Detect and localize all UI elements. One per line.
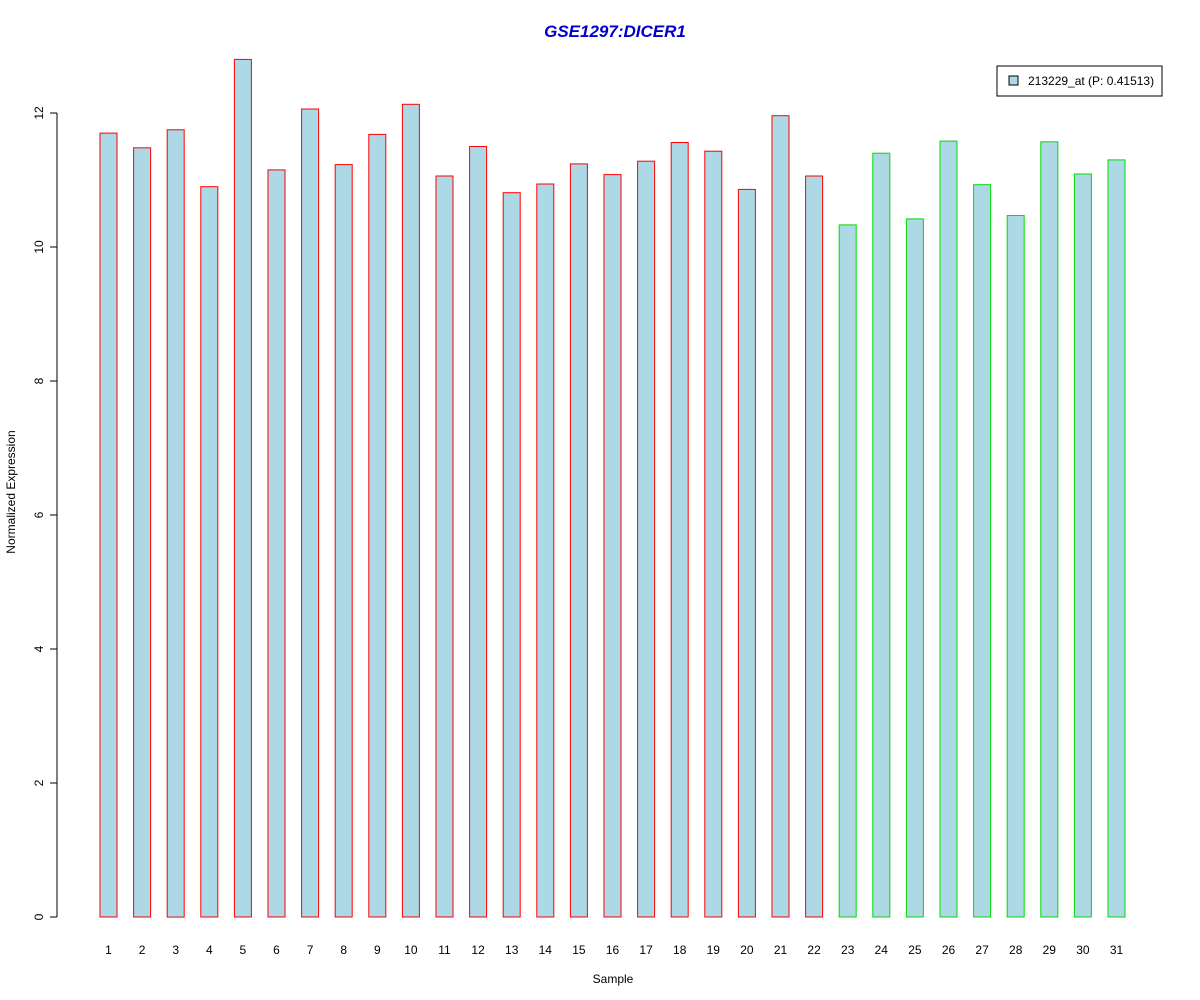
y-tick-label: 0 [32,913,46,920]
x-tick-label: 3 [172,943,179,957]
y-axis-label: Normalized Expression [4,430,18,553]
bar-sample-16 [603,174,622,918]
x-tick-label: 22 [807,943,821,957]
bar-sample-25 [905,218,924,918]
x-tick-label: 4 [206,943,213,957]
bar-sample-20 [737,188,756,918]
x-tick-label: 2 [139,943,146,957]
y-tick-label: 2 [32,779,46,786]
x-tick-label: 19 [707,943,721,957]
y-axis: 0 2 4 6 8 10 12 [32,106,58,920]
bar-sample-22 [805,175,824,918]
legend-entry-label: 213229_at (P: 0.41513) [1028,74,1154,88]
x-tick-label: 5 [240,943,247,957]
bar-sample-27 [973,184,992,918]
bar-sample-13 [502,192,521,918]
bar-sample-26 [939,140,958,918]
bar-sample-15 [569,163,588,918]
bar-sample-17 [637,160,656,918]
bar-sample-12 [469,146,488,918]
x-tick-label: 30 [1076,943,1090,957]
bar-sample-24 [872,152,891,918]
x-tick-label: 15 [572,943,586,957]
x-tick-label: 6 [273,943,280,957]
x-tick-label: 25 [908,943,922,957]
bar-sample-8 [334,164,353,918]
x-tick-label: 13 [505,943,519,957]
bar-sample-21 [771,115,790,918]
bar-sample-2 [133,147,152,918]
x-tick-label: 7 [307,943,314,957]
y-tick-label: 12 [32,106,46,120]
bar-sample-5 [233,58,252,918]
bar-sample-7 [301,108,320,918]
bar-sample-1 [99,132,118,918]
x-tick-label: 11 [438,943,451,957]
bar-sample-30 [1073,173,1092,918]
bar-sample-23 [838,224,857,918]
bar-sample-3 [166,129,185,918]
y-tick-label: 10 [32,240,46,254]
bar-sample-29 [1040,141,1059,918]
legend: 213229_at (P: 0.41513) [996,65,1163,97]
x-tick-label: 12 [471,943,485,957]
bars-group [99,58,1126,918]
x-tick-label: 28 [1009,943,1023,957]
y-tick-label: 6 [32,511,46,518]
x-tick-label: 31 [1110,943,1124,957]
legend-swatch [1008,75,1019,86]
bar-sample-6 [267,169,286,918]
bar-sample-9 [368,133,387,918]
bar-sample-14 [536,183,555,918]
bar-sample-11 [435,175,454,918]
bar-sample-28 [1006,215,1025,918]
x-tick-label: 1 [105,943,112,957]
x-tick-label: 14 [539,943,553,957]
x-tick-label: 9 [374,943,381,957]
x-tick-label: 17 [639,943,653,957]
x-tick-label: 18 [673,943,687,957]
x-tick-label: 10 [404,943,418,957]
y-tick-label: 4 [32,645,46,652]
x-tick-label: 24 [875,943,889,957]
bar-sample-19 [704,150,723,918]
bar-sample-4 [200,186,219,918]
bar-sample-10 [401,103,420,918]
legend-box [996,65,1163,97]
y-tick-label: 8 [32,377,46,384]
x-tick-label: 8 [340,943,347,957]
x-tick-label: 23 [841,943,855,957]
x-tick-label: 16 [606,943,620,957]
x-tick-labels: 1 2 3 4 5 6 7 8 9 10 11 12 13 14 15 16 17 18 19 20 21 22 23 24 2… [105,943,1123,957]
bar-sample-18 [670,142,689,918]
x-axis-label: Sample [593,972,634,986]
bar-sample-31 [1107,159,1126,918]
x-tick-label: 29 [1043,943,1057,957]
x-tick-label: 26 [942,943,956,957]
x-tick-label: 20 [740,943,754,957]
chart-title: GSE1297:DICER1 [544,22,686,41]
x-tick-label: 27 [975,943,989,957]
x-tick-label: 21 [774,943,788,957]
